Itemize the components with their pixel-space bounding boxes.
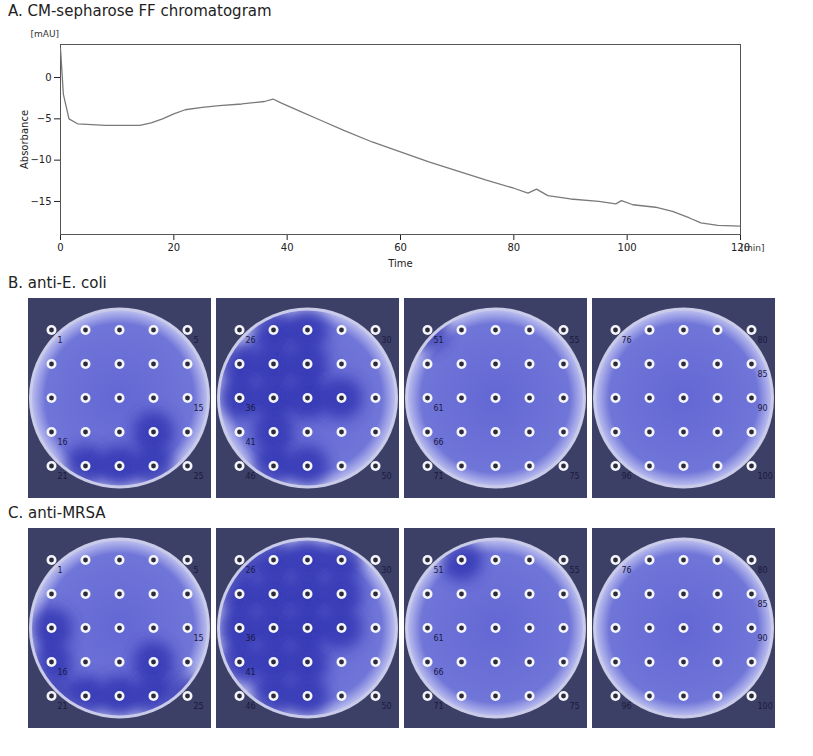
- svg-text:15: 15: [194, 634, 204, 643]
- svg-text:55: 55: [570, 566, 580, 575]
- svg-text:46: 46: [246, 472, 256, 481]
- svg-text:90: 90: [758, 634, 768, 643]
- html-text:A. CM-sepharose FF chromatogra: A. CM-sepharose FF chromatogram: [8, 2, 272, 20]
- svg-text:61: 61: [434, 404, 444, 413]
- svg-text:76: 76: [622, 336, 632, 345]
- svg-text:50: 50: [382, 472, 392, 481]
- svg-text:−15: −15: [30, 196, 51, 207]
- html-text:B. anti-E. coli: B. anti-E. coli: [8, 274, 107, 292]
- svg-text:85: 85: [758, 600, 768, 609]
- svg-text:Absorbance: Absorbance: [19, 110, 30, 169]
- svg-text:41: 41: [246, 668, 256, 677]
- svg-text:96: 96: [622, 702, 632, 711]
- svg-text:36: 36: [246, 404, 256, 413]
- svg-text:36: 36: [246, 634, 256, 643]
- svg-text:50: 50: [382, 702, 392, 711]
- svg-text:[min]: [min]: [741, 243, 765, 253]
- svg-text:90: 90: [758, 404, 768, 413]
- svg-text:80: 80: [758, 336, 768, 345]
- svg-text:75: 75: [570, 702, 580, 711]
- svg-text:66: 66: [434, 668, 444, 677]
- svg-text:51: 51: [434, 336, 444, 345]
- svg-text:100: 100: [618, 242, 637, 253]
- svg-text:0: 0: [45, 72, 51, 83]
- svg-text:100: 100: [758, 472, 773, 481]
- svg-text:−10: −10: [30, 154, 51, 165]
- svg-text:80: 80: [758, 566, 768, 575]
- svg-text:30: 30: [382, 336, 392, 345]
- svg-text:20: 20: [167, 242, 180, 253]
- svg-text:16: 16: [58, 668, 68, 677]
- svg-text:85: 85: [758, 370, 768, 379]
- svg-text:0: 0: [57, 242, 63, 253]
- svg-text:21: 21: [58, 702, 68, 711]
- svg-text:55: 55: [570, 336, 580, 345]
- svg-text:21: 21: [58, 472, 68, 481]
- svg-text:15: 15: [194, 404, 204, 413]
- html-text:C. anti-MRSA: C. anti-MRSA: [8, 504, 106, 522]
- svg-text:5: 5: [194, 336, 199, 345]
- svg-text:−5: −5: [37, 113, 52, 124]
- svg-text:96: 96: [622, 472, 632, 481]
- svg-text:46: 46: [246, 702, 256, 711]
- svg-text:16: 16: [58, 438, 68, 447]
- svg-text:76: 76: [622, 566, 632, 575]
- svg-text:71: 71: [434, 472, 444, 481]
- svg-text:1: 1: [58, 566, 63, 575]
- svg-text:41: 41: [246, 438, 256, 447]
- svg-text:26: 26: [246, 566, 256, 575]
- svg-text:1: 1: [58, 336, 63, 345]
- svg-text:66: 66: [434, 438, 444, 447]
- svg-text:61: 61: [434, 634, 444, 643]
- svg-text:40: 40: [281, 242, 294, 253]
- svg-text:26: 26: [246, 336, 256, 345]
- svg-text:51: 51: [434, 566, 444, 575]
- svg-text:75: 75: [570, 472, 580, 481]
- svg-text:25: 25: [194, 702, 204, 711]
- svg-text:80: 80: [507, 242, 520, 253]
- svg-text:25: 25: [194, 472, 204, 481]
- svg-text:30: 30: [382, 566, 392, 575]
- svg-text:5: 5: [194, 566, 199, 575]
- svg-text:Time: Time: [387, 258, 412, 269]
- svg-text:60: 60: [394, 242, 407, 253]
- svg-text:[mAU]: [mAU]: [31, 29, 60, 39]
- svg-text:71: 71: [434, 702, 444, 711]
- svg-text:100: 100: [758, 702, 773, 711]
